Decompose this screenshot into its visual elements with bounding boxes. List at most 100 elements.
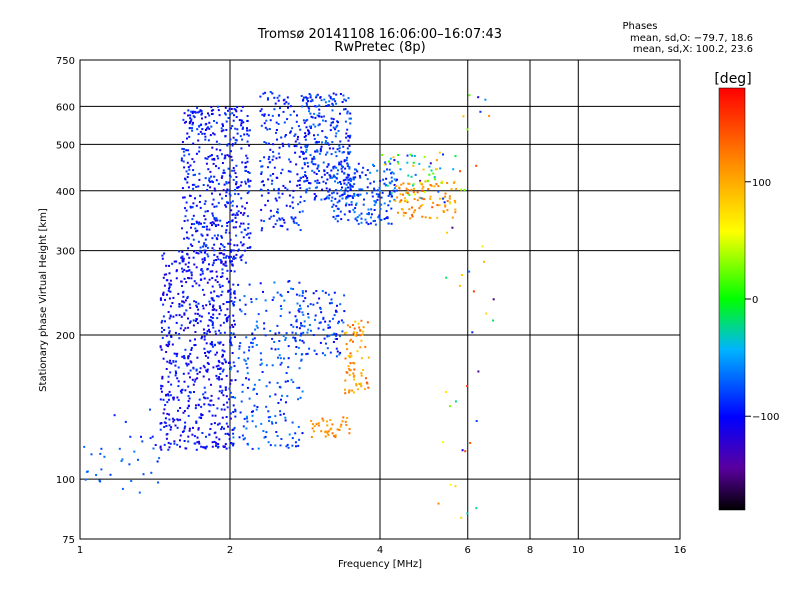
data-point	[264, 299, 267, 302]
data-point	[185, 281, 188, 284]
data-point	[332, 126, 335, 129]
data-point	[339, 93, 342, 95]
data-point	[209, 270, 212, 273]
data-point	[236, 205, 238, 208]
data-point	[247, 227, 250, 230]
x-axis-label: Frequency [MHz]	[338, 559, 422, 570]
data-point	[316, 167, 319, 170]
data-point	[430, 185, 433, 187]
data-point	[211, 320, 214, 323]
data-point	[212, 262, 215, 264]
data-point	[349, 185, 352, 188]
data-point	[225, 129, 228, 131]
data-point	[181, 270, 184, 273]
data-point	[228, 155, 231, 158]
data-point	[395, 189, 398, 192]
data-point	[194, 227, 197, 230]
data-point	[307, 106, 310, 109]
data-point	[226, 154, 229, 157]
data-point	[355, 334, 358, 337]
data-point	[412, 183, 415, 186]
data-point	[221, 244, 224, 247]
colorbar-tick-label: 100	[752, 178, 771, 189]
data-point	[192, 169, 195, 172]
data-point	[326, 172, 329, 174]
data-point	[360, 339, 363, 342]
data-point	[197, 404, 200, 407]
data-point	[215, 140, 218, 143]
data-point	[99, 452, 102, 455]
data-point	[240, 222, 243, 225]
data-point	[311, 158, 314, 161]
data-point	[271, 364, 274, 367]
data-point	[216, 407, 219, 410]
data-point	[220, 391, 223, 394]
data-point	[204, 354, 207, 357]
data-point	[168, 413, 170, 416]
data-point	[242, 126, 244, 129]
data-point	[183, 355, 186, 357]
data-point	[211, 297, 214, 300]
data-point	[359, 328, 362, 331]
data-point	[281, 192, 284, 195]
y-tick-label: 600	[56, 102, 75, 113]
data-point	[260, 219, 263, 222]
data-point	[193, 160, 196, 163]
data-point	[336, 201, 339, 204]
data-point	[230, 396, 233, 399]
data-point	[353, 378, 356, 381]
data-point	[185, 309, 188, 312]
data-point	[410, 188, 413, 191]
data-point	[332, 215, 335, 218]
data-point	[243, 228, 246, 231]
data-point	[230, 332, 232, 335]
data-point	[277, 356, 279, 359]
data-point	[304, 297, 307, 300]
data-point	[328, 100, 331, 103]
data-point	[197, 427, 200, 430]
data-point	[276, 176, 279, 179]
data-point	[233, 426, 236, 429]
data-point	[322, 316, 325, 319]
data-point	[227, 290, 230, 293]
data-point	[191, 378, 194, 381]
data-point	[322, 328, 325, 331]
data-point	[195, 251, 198, 254]
data-point	[222, 129, 225, 132]
data-point	[419, 181, 421, 184]
data-point	[280, 295, 283, 297]
data-point	[232, 436, 235, 439]
data-point	[182, 372, 185, 375]
data-point	[270, 347, 273, 350]
data-point	[186, 295, 189, 298]
data-point	[199, 206, 202, 209]
data-point	[279, 315, 282, 317]
data-point	[448, 195, 451, 198]
data-point	[234, 323, 236, 326]
data-point	[181, 258, 184, 261]
data-point	[287, 102, 290, 105]
data-point	[217, 258, 220, 261]
data-point	[217, 443, 220, 445]
data-points	[83, 91, 495, 519]
data-point	[170, 283, 173, 286]
data-point	[430, 169, 433, 172]
data-point	[243, 417, 246, 420]
data-point	[326, 142, 329, 144]
data-point	[384, 161, 387, 164]
data-point	[192, 214, 195, 217]
data-point	[210, 341, 213, 344]
data-point	[166, 401, 169, 404]
data-point	[201, 414, 204, 416]
data-point	[208, 263, 210, 266]
data-point	[300, 146, 303, 149]
data-point	[345, 132, 348, 135]
data-point	[412, 211, 415, 214]
data-point	[184, 215, 187, 218]
data-point	[372, 163, 374, 166]
data-point	[317, 164, 320, 167]
data-point	[179, 418, 182, 421]
data-point	[353, 334, 356, 337]
data-point	[228, 192, 231, 195]
data-point	[169, 359, 172, 362]
